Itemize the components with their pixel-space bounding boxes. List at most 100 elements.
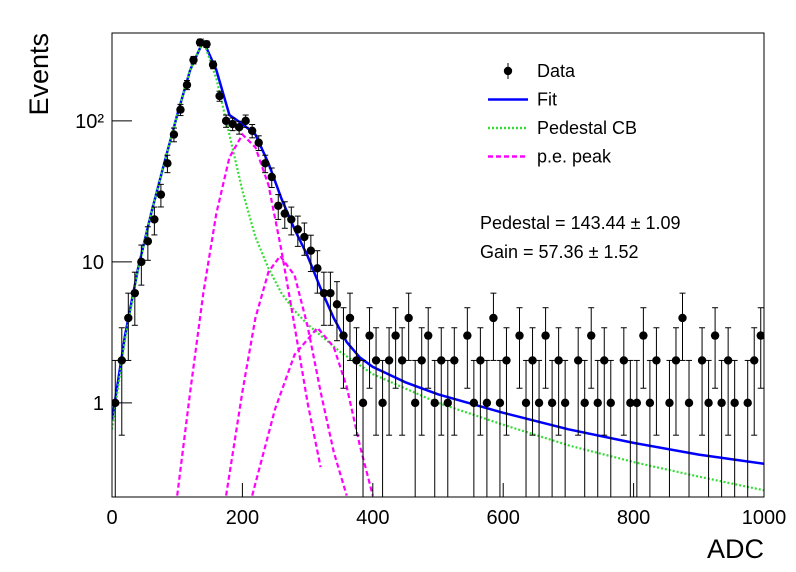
data-point xyxy=(228,119,237,129)
data-point xyxy=(417,356,426,365)
data-point xyxy=(156,190,166,199)
data-point xyxy=(639,331,648,340)
data-point xyxy=(730,398,739,408)
data-point xyxy=(117,356,126,365)
data-point xyxy=(358,398,368,408)
data-point xyxy=(234,123,244,132)
data-point xyxy=(606,398,615,408)
data-point xyxy=(710,331,720,340)
data-point xyxy=(469,398,479,408)
data-point xyxy=(541,331,550,340)
data-point xyxy=(202,39,211,49)
data-point xyxy=(208,60,218,69)
data-point xyxy=(189,55,198,65)
data-point xyxy=(339,331,348,340)
data-point xyxy=(665,398,674,408)
data-point xyxy=(482,398,492,408)
x-tick-label: 400 xyxy=(356,507,389,529)
data-point xyxy=(450,356,459,365)
legend-label: Fit xyxy=(537,90,557,110)
frame xyxy=(111,32,765,498)
data-point xyxy=(697,356,707,365)
y-axis-label: Events xyxy=(24,33,54,116)
data-point xyxy=(169,130,179,139)
data-point xyxy=(241,116,250,126)
x-tick-label: 0 xyxy=(106,507,117,529)
data-point xyxy=(632,398,642,408)
legend-label: p.e. peak xyxy=(537,147,612,167)
data-point xyxy=(515,331,524,340)
data-point xyxy=(326,288,335,298)
y-tick-label: 10² xyxy=(75,111,104,133)
data-point xyxy=(652,356,661,365)
data-point xyxy=(495,398,505,408)
data-point xyxy=(750,356,759,365)
data-point xyxy=(267,172,276,182)
data-point xyxy=(756,331,764,340)
data-point xyxy=(645,398,655,408)
data-point xyxy=(287,215,296,224)
data-point xyxy=(587,331,596,340)
y-tick-label: 10 xyxy=(82,252,104,274)
data-point xyxy=(293,225,303,234)
y-tick-label: 1 xyxy=(93,393,104,415)
data-point xyxy=(345,313,355,323)
data-point xyxy=(521,398,531,408)
annotation: Gain = 57.36 ± 1.52 xyxy=(480,242,639,262)
data-point xyxy=(534,398,544,408)
data-point xyxy=(215,91,224,101)
data-point xyxy=(580,398,589,408)
data-point xyxy=(143,237,153,246)
data-point xyxy=(476,356,485,365)
data-point xyxy=(274,201,283,210)
data-point xyxy=(678,313,687,323)
data-point xyxy=(619,356,629,365)
data-point xyxy=(671,356,681,365)
data-point xyxy=(247,126,257,136)
data-point xyxy=(261,159,270,168)
data-point xyxy=(573,356,583,365)
data-point xyxy=(176,105,185,114)
data-point xyxy=(547,398,557,408)
data-point xyxy=(743,398,752,408)
data-point xyxy=(221,116,231,126)
legend-marker xyxy=(503,66,513,76)
fit-curve xyxy=(112,37,764,492)
data-point xyxy=(124,313,133,323)
data-point xyxy=(704,398,713,408)
x-tick-label: 1000 xyxy=(742,507,787,529)
legend-label: Pedestal CB xyxy=(537,118,637,138)
data-point xyxy=(352,356,361,365)
data-point xyxy=(391,331,400,340)
data-point xyxy=(384,356,394,365)
data-point xyxy=(280,209,289,218)
data-point xyxy=(528,356,537,365)
data-point xyxy=(332,300,342,309)
data-point xyxy=(430,398,439,408)
x-axis-label: ADC xyxy=(707,534,764,564)
data-point xyxy=(306,246,316,255)
data-point xyxy=(463,331,472,340)
data-point xyxy=(378,398,387,408)
data-point xyxy=(182,80,192,90)
data-point xyxy=(626,398,635,408)
data-point xyxy=(300,232,309,242)
legend-label: Data xyxy=(537,61,576,81)
data-point xyxy=(437,356,446,365)
data-point xyxy=(443,398,452,408)
data-point xyxy=(489,313,498,323)
data-point xyxy=(554,356,563,365)
data-point xyxy=(319,288,329,298)
data-point xyxy=(150,215,159,224)
data-point xyxy=(163,159,172,168)
data-point xyxy=(365,331,374,340)
data-point xyxy=(404,313,413,323)
data-point xyxy=(410,398,420,408)
x-tick-label: 600 xyxy=(487,507,520,529)
x-tick-label: 800 xyxy=(617,507,650,529)
data-point xyxy=(560,398,570,408)
data-point xyxy=(723,356,733,365)
data-point xyxy=(593,398,602,408)
